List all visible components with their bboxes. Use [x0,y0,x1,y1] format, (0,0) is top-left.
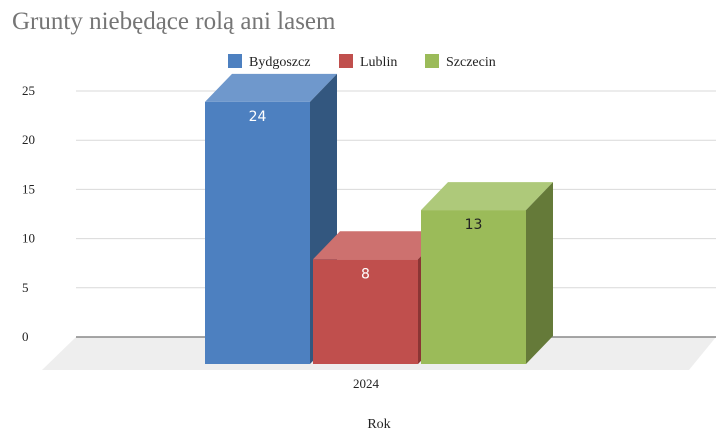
bar-top [421,182,553,211]
y-tick-label: 15 [22,181,35,196]
data-label: 8 [361,266,370,282]
y-tick-label: 25 [22,83,35,98]
legend-label: Bydgoszcz [249,55,310,70]
legend-item-bydgoszcz[interactable]: Bydgoszcz [228,54,310,70]
y-tick-label: 20 [22,132,35,147]
x-tick-label: 2024 [353,376,380,391]
data-label: 13 [465,217,483,233]
bar-side [526,182,553,364]
y-tick-label: 5 [22,280,29,295]
legend-swatch [425,54,439,68]
legend-item-szczecin[interactable]: Szczecin [425,54,496,70]
bar-front [205,101,310,364]
data-label: 24 [249,109,267,125]
x-axis-label: Rok [367,417,390,432]
legend-label: Szczecin [446,55,496,70]
bar-front [313,259,418,364]
bar-top [313,231,445,260]
chart-title: Grunty niebędące rolą ani lasem [12,8,336,35]
legend-label: Lublin [360,55,397,70]
legend-item-lublin[interactable]: Lublin [339,54,397,70]
legend-swatch [228,54,242,68]
bar-szczecin [421,182,553,364]
y-tick-label: 0 [22,329,29,344]
legend-swatch [339,54,353,68]
bar-top [205,73,337,102]
bar-front [421,210,526,364]
y-tick-label: 10 [22,231,35,246]
